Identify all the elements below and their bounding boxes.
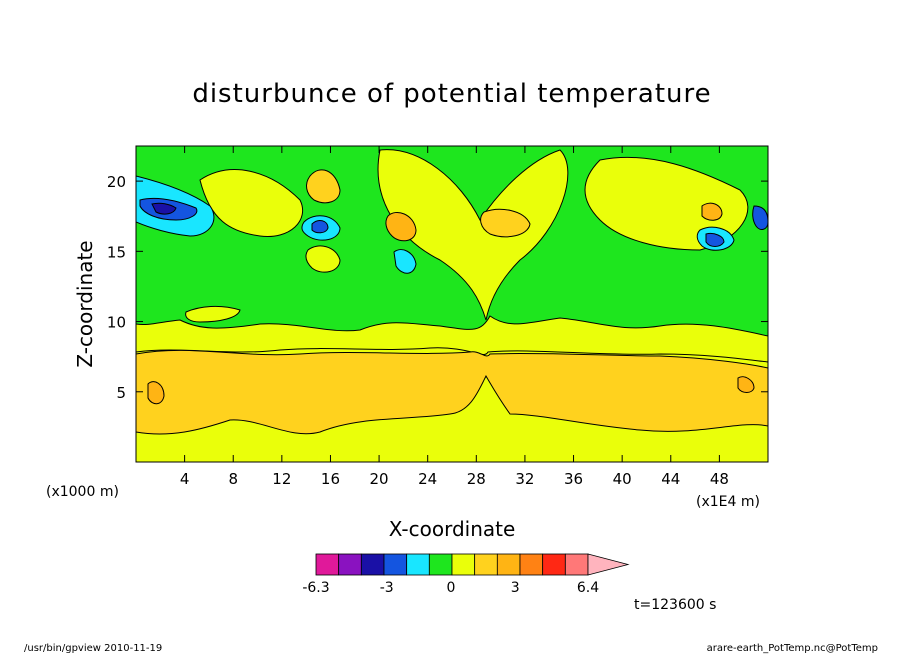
colorbar-segment	[451, 553, 476, 576]
x-tick-label: 48	[710, 470, 729, 488]
x-tick-label: 16	[321, 470, 340, 488]
colorbar-tick-label: 6.4	[577, 580, 599, 596]
chart-title: disturbunce of potential temperature	[192, 79, 711, 109]
patch-orange-right	[701, 202, 723, 221]
patch-orange-center-right	[480, 208, 531, 238]
x-axis-label: X-coordinate	[389, 517, 516, 541]
patch-navy-left	[151, 202, 177, 215]
patch-orange-left-low	[147, 381, 165, 405]
patch-yellow-left-top	[199, 169, 303, 237]
colorbar-segment	[315, 553, 340, 576]
patch-blue-right-edge	[752, 205, 768, 230]
x-tick-label: 40	[613, 470, 632, 488]
y-tick-label: 15	[107, 243, 126, 261]
colorbar-segment	[564, 553, 589, 576]
x-tick-label: 32	[515, 470, 534, 488]
x-tick-label: 8	[228, 470, 238, 488]
plot-frame	[135, 145, 769, 463]
x-tick-label: 20	[370, 470, 389, 488]
colorbar	[315, 553, 630, 576]
x-tick-label: 4	[180, 470, 190, 488]
colorbar-labels: -6.3 -3 0 3 6.4	[302, 580, 599, 596]
x-unit-right: (x1E4 m)	[696, 494, 760, 510]
patch-yellow-mid-left	[305, 245, 341, 273]
x-tick-label: 44	[661, 470, 680, 488]
band-orange	[136, 349, 768, 435]
x-tick-label: 28	[467, 470, 486, 488]
y-axis-label: Z-coordinate	[73, 240, 97, 367]
colorbar-tick-label: -3	[380, 580, 394, 596]
colorbar-tick-label: 3	[511, 580, 520, 596]
colorbar-segment	[360, 553, 385, 576]
colorbar-segment	[496, 553, 521, 576]
plot-area	[136, 146, 768, 462]
patch-orange-right-low	[737, 376, 755, 393]
patch-orange-center	[385, 212, 417, 242]
y-tick-label: 10	[107, 314, 126, 332]
colorbar-segment	[519, 553, 544, 576]
y-axis: 5 10 15 20	[107, 173, 768, 402]
colorbar-segment	[474, 553, 498, 576]
footer-left: /usr/bin/gpview 2010-11-19	[24, 643, 162, 654]
colorbar-segment	[428, 553, 453, 576]
colorbar-segment	[542, 553, 566, 576]
patch-yellow-left-band	[185, 305, 241, 323]
patch-cyan-center	[393, 249, 417, 274]
x-axis: 4 8 12 16 20 24 28 32 36 40 44 48	[180, 146, 729, 488]
colorbar-arrow	[587, 553, 630, 576]
colorbar-tick-label: 0	[446, 580, 455, 596]
patch-blue-mid	[311, 220, 329, 234]
colorbar-segment	[406, 553, 430, 576]
patch-yellow-center-top	[377, 149, 569, 321]
patch-orange-upper	[306, 169, 341, 204]
x-tick-label: 12	[272, 470, 291, 488]
y-tick-label: 20	[107, 173, 126, 191]
time-annotation: t=123600 s	[634, 597, 716, 613]
colorbar-segment	[338, 553, 362, 576]
x-tick-label: 24	[418, 470, 437, 488]
patch-blue-right	[705, 233, 725, 247]
x-unit-left: (x1000 m)	[46, 484, 119, 500]
colorbar-tick-label: -6.3	[302, 580, 329, 596]
y-tick-label: 5	[116, 384, 126, 402]
x-tick-label: 36	[564, 470, 583, 488]
footer-right: arare-earth_PotTemp.nc@PotTemp	[707, 643, 878, 654]
colorbar-segment	[383, 553, 408, 576]
